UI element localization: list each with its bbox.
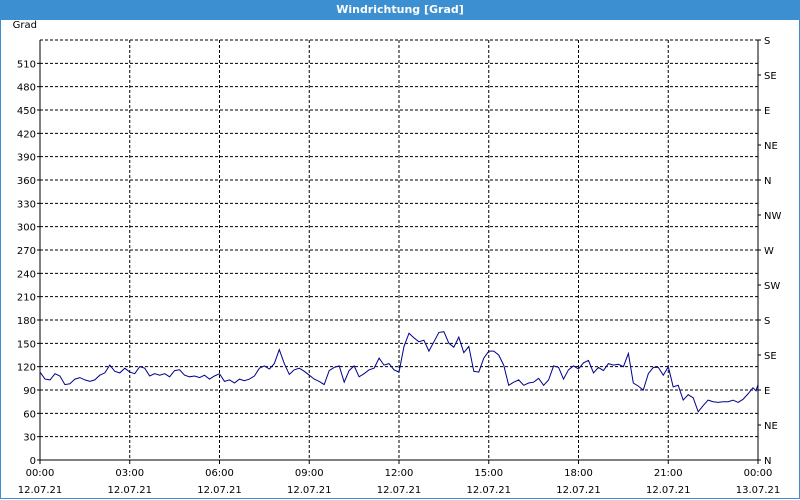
right-tick-label: N [764, 456, 771, 467]
right-tick-label: E [764, 386, 770, 397]
y-tick-label: 60 [23, 409, 36, 420]
y-tick-label: 90 [23, 386, 36, 397]
y-tick-label: 120 [17, 363, 36, 374]
x-tick-time: 09:00 [295, 468, 324, 479]
right-tick-label: SE [764, 71, 777, 82]
x-tick-time: 21:00 [654, 468, 683, 479]
x-tick-time: 12:00 [385, 468, 414, 479]
right-tick-label: SE [764, 351, 777, 362]
y-tick-label: 150 [17, 339, 36, 350]
y-tick-label: 180 [17, 316, 36, 327]
y-tick-label: 450 [17, 106, 36, 117]
right-tick-label: NW [764, 211, 781, 222]
y-tick-label: 300 [17, 223, 36, 234]
chart-labels: 0 30 60 90 120 150 180 210 240 270 300 330 360 390 420… [13, 20, 782, 496]
x-tick-date: 12.07.21 [646, 485, 691, 496]
x-tick-date: 12.07.21 [197, 485, 242, 496]
chart-grid [40, 39, 758, 460]
y-tick-label: 30 [23, 433, 36, 444]
right-tick-label: E [764, 106, 770, 117]
x-tick-date: 12.07.21 [107, 485, 152, 496]
right-tick-label: SW [764, 281, 780, 292]
chart-axes [37, 39, 761, 464]
right-tick-label: NE [764, 141, 778, 152]
y-tick-label: 420 [17, 129, 36, 140]
y-tick-label: 510 [17, 59, 36, 70]
y-tick-label: 330 [17, 199, 36, 210]
y-tick-label: 480 [17, 83, 36, 94]
y-tick-label: 270 [17, 246, 36, 257]
x-tick-date: 12.07.21 [377, 485, 422, 496]
x-tick-date: 12.07.21 [287, 485, 332, 496]
x-tick-time: 15:00 [474, 468, 503, 479]
x-tick-date: 12.07.21 [18, 485, 63, 496]
y-tick-label: 390 [17, 153, 36, 164]
right-tick-label: S [764, 36, 770, 47]
right-tick-label: NE [764, 421, 778, 432]
x-tick-time: 18:00 [564, 468, 593, 479]
y-tick-label: 360 [17, 176, 36, 187]
right-tick-label: S [764, 316, 770, 327]
x-tick-time: 00:00 [26, 468, 55, 479]
y-tick-label: 0 [30, 456, 36, 467]
right-tick-label: N [764, 176, 771, 187]
y-axis-label: Grad [13, 20, 37, 31]
series-line-0 [39, 331, 759, 413]
x-tick-date: 12.07.21 [466, 485, 511, 496]
right-tick-label: W [764, 246, 774, 257]
chart-series [39, 331, 759, 413]
x-tick-time: 03:00 [115, 468, 144, 479]
x-tick-time: 06:00 [205, 468, 234, 479]
window-title: Windrichtung [Grad] [0, 0, 800, 20]
y-tick-label: 210 [17, 293, 36, 304]
x-tick-date: 13.07.21 [736, 485, 781, 496]
x-tick-time: 00:00 [744, 468, 773, 479]
y-tick-label: 240 [17, 269, 36, 280]
x-tick-date: 12.07.21 [556, 485, 601, 496]
